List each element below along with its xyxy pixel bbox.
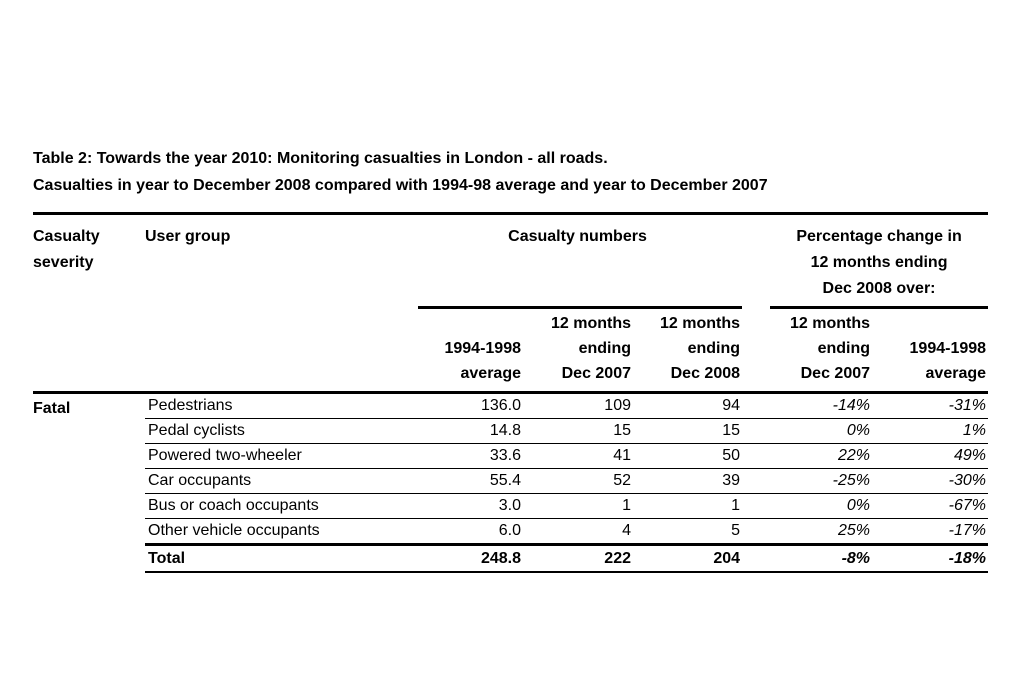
cell-user-group: Pedal cyclists <box>145 418 413 444</box>
cell-pct-vs-dec-2007: 22% <box>742 443 873 469</box>
percentage-change-group-rule <box>770 306 989 309</box>
total-row: Total 248.8 222 204 -8% -18% <box>33 543 989 573</box>
table-header: Casualty severity User group Casualty nu… <box>33 214 989 394</box>
cell-12m-dec-2008: 50 <box>633 443 743 469</box>
percentage-change-group-label: Percentage change in 12 months ending De… <box>796 228 962 297</box>
table-row: Bus or coach occupants 3.0 1 1 0% -67% <box>33 493 989 519</box>
casualty-numbers-group-label: Casualty numbers <box>508 228 647 245</box>
header-spacer-user-group <box>145 309 413 394</box>
header-col-12m-ending-dec-2007: 12 months ending Dec 2007 <box>523 309 633 394</box>
cell-12m-dec-2007: 41 <box>523 443 633 469</box>
cell-user-group: Bus or coach occupants <box>145 493 413 519</box>
cell-12m-dec-2008: 15 <box>633 418 743 444</box>
header-group-percentage-change: Percentage change in 12 months ending De… <box>742 214 989 309</box>
cell-12m-dec-2007: 1 <box>523 493 633 519</box>
cell-1994-1998-average: 6.0 <box>413 518 523 545</box>
cell-pct-vs-dec-2007: -14% <box>742 392 873 419</box>
casualty-numbers-group-rule <box>418 306 743 309</box>
cell-pct-vs-average: -17% <box>872 518 989 545</box>
header-casualty-severity-label: Casualty severity <box>33 228 100 271</box>
cell-1994-1998-average: 55.4 <box>413 468 523 494</box>
cell-1994-1998-average: 14.8 <box>413 418 523 444</box>
severity-label: Fatal <box>33 400 71 417</box>
column-header-row: 1994-1998 average 12 months ending Dec 2… <box>33 309 989 394</box>
group-header-row: Casualty severity User group Casualty nu… <box>33 214 989 310</box>
header-col-12m-ending-dec-2008: 12 months ending Dec 2008 <box>633 309 743 394</box>
cell-12m-dec-2008: 39 <box>633 468 743 494</box>
cell-pct-vs-average: -30% <box>872 468 989 494</box>
cell-pct-vs-dec-2007: 0% <box>742 493 873 519</box>
cell-12m-dec-2008: 5 <box>633 518 743 545</box>
table-row: Powered two-wheeler 33.6 41 50 22% 49% <box>33 443 989 469</box>
header-spacer-severity <box>33 309 145 394</box>
cell-total-pct-vs-dec-2007: -8% <box>742 543 873 573</box>
cell-pct-vs-average: 1% <box>872 418 989 444</box>
header-group-casualty-numbers: Casualty numbers <box>413 214 743 309</box>
cell-pct-vs-dec-2007: 0% <box>742 418 873 444</box>
cell-12m-dec-2007: 52 <box>523 468 633 494</box>
cell-pct-vs-average: -31% <box>872 392 989 419</box>
cell-pct-vs-dec-2007: -25% <box>742 468 873 494</box>
cell-pct-vs-dec-2007: 25% <box>742 518 873 545</box>
header-col-pct-12m-ending-dec-2007: 12 months ending Dec 2007 <box>742 309 873 394</box>
cell-user-group: Powered two-wheeler <box>145 443 413 469</box>
table-subtitle: Casualties in year to December 2008 comp… <box>33 177 768 194</box>
table-row: Fatal Pedestrians 136.0 109 94 -14% -31% <box>33 392 989 419</box>
cell-total-12m-dec-2007: 222 <box>523 543 633 573</box>
casualties-table: Casualty severity User group Casualty nu… <box>33 212 989 573</box>
table-caption: Table 2: Towards the year 2010: Monitori… <box>33 145 991 199</box>
table-row: Car occupants 55.4 52 39 -25% -30% <box>33 468 989 494</box>
header-casualty-severity: Casualty severity <box>33 214 145 310</box>
table-row: Pedal cyclists 14.8 15 15 0% 1% <box>33 418 989 444</box>
table-title: Table 2: Towards the year 2010: Monitori… <box>33 150 608 167</box>
cell-total-12m-dec-2008: 204 <box>633 543 743 573</box>
table-row: Other vehicle occupants 6.0 4 5 25% -17% <box>33 518 989 545</box>
cell-1994-1998-average: 33.6 <box>413 443 523 469</box>
cell-user-group: Pedestrians <box>145 392 413 419</box>
cell-user-group: Other vehicle occupants <box>145 518 413 545</box>
header-user-group: User group <box>145 214 413 310</box>
cell-12m-dec-2007: 4 <box>523 518 633 545</box>
cell-user-group: Car occupants <box>145 468 413 494</box>
table-body: Fatal Pedestrians 136.0 109 94 -14% -31%… <box>33 392 989 573</box>
cell-12m-dec-2007: 109 <box>523 392 633 419</box>
header-col-pct-1994-1998-average: 1994-1998 average <box>872 309 989 394</box>
cell-total-1994-1998-average: 248.8 <box>413 543 523 573</box>
cell-12m-dec-2007: 15 <box>523 418 633 444</box>
cell-12m-dec-2008: 1 <box>633 493 743 519</box>
header-user-group-label: User group <box>145 228 231 245</box>
header-col-1994-1998-average: 1994-1998 average <box>413 309 523 394</box>
cell-pct-vs-average: 49% <box>872 443 989 469</box>
cell-total-label: Total <box>145 543 413 573</box>
cell-total-pct-vs-average: -18% <box>872 543 989 573</box>
cell-pct-vs-average: -67% <box>872 493 989 519</box>
cell-1994-1998-average: 3.0 <box>413 493 523 519</box>
cell-1994-1998-average: 136.0 <box>413 392 523 419</box>
cell-12m-dec-2008: 94 <box>633 392 743 419</box>
